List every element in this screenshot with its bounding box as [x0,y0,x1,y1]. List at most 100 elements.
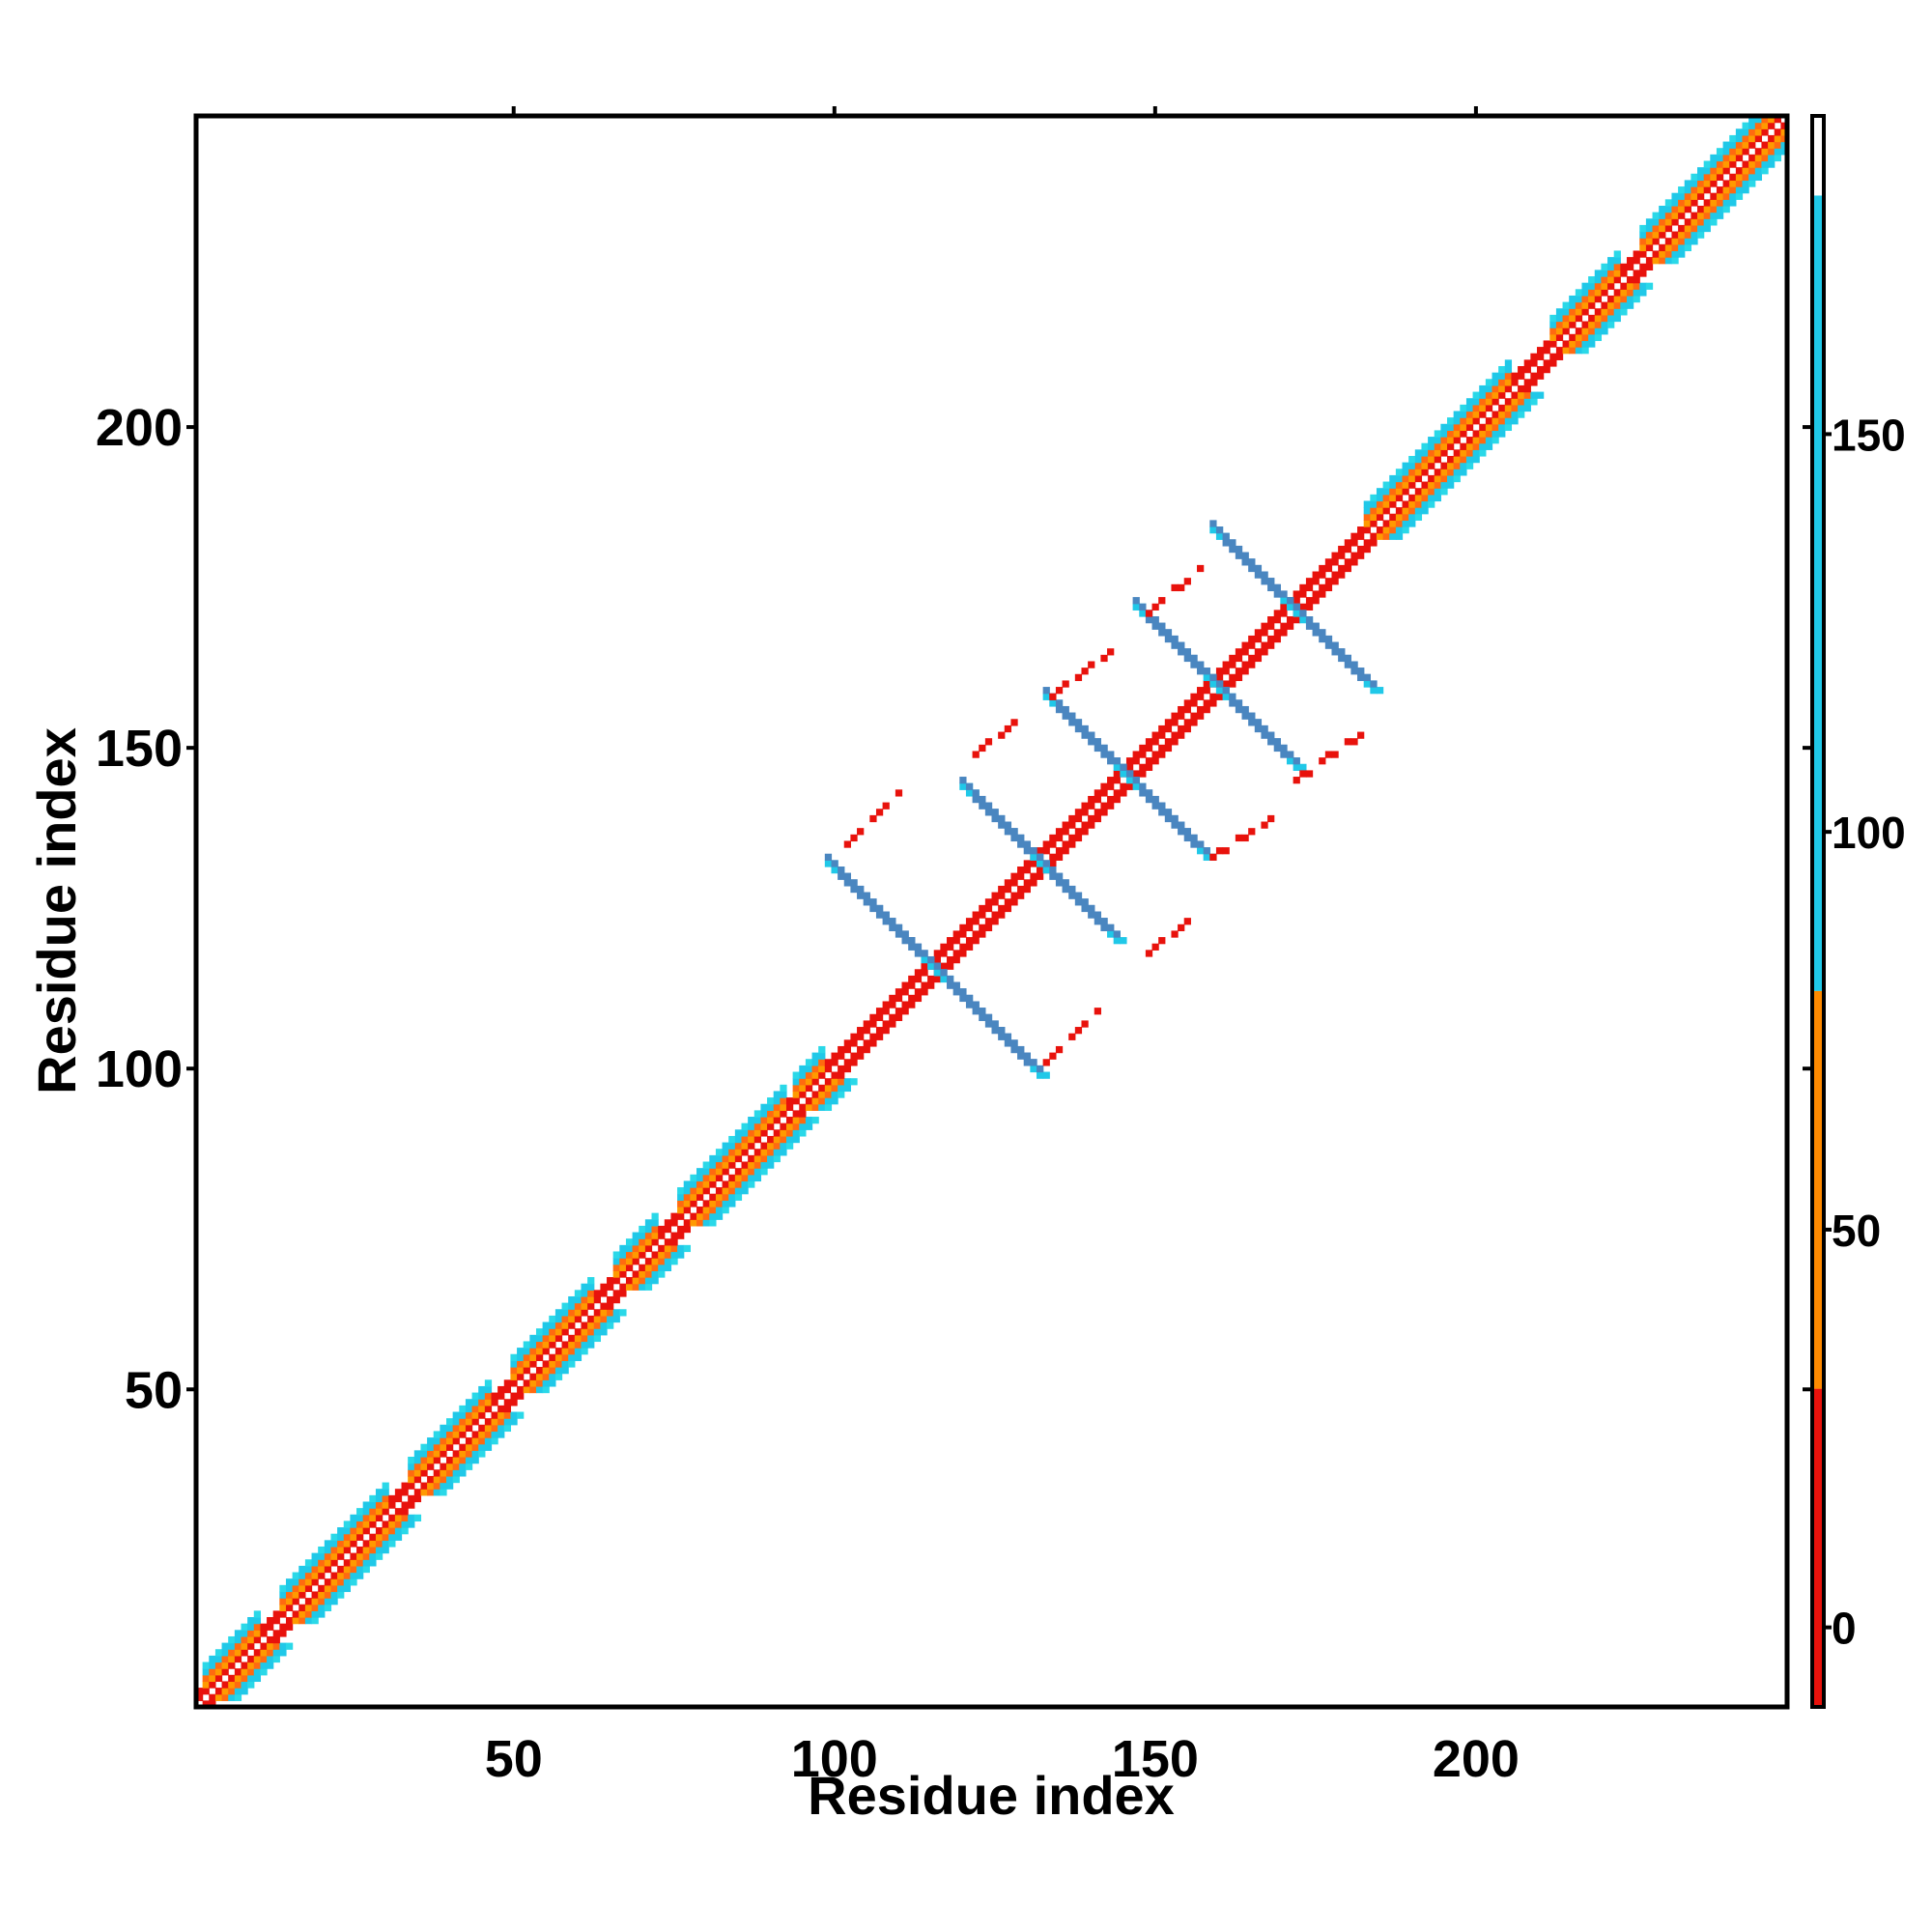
diagonal-cell [696,1180,704,1188]
diagonal-cell [517,1392,525,1400]
diagonal-cell [382,1546,389,1554]
diagonal-cell [471,1450,479,1458]
diagonal-cell [1722,192,1730,200]
diagonal-cell [1684,180,1691,187]
diagonal-cell [914,975,923,983]
strand-cell [863,892,870,899]
diagonal-cell [209,1674,216,1683]
strand-cell [959,777,967,784]
diagonal-cell [600,1302,608,1310]
strand-cell [1081,898,1089,906]
strand-cell [1286,597,1294,605]
diagonal-cell [1434,455,1441,464]
strand-cell [1010,1045,1018,1054]
diagonal-cell [382,1494,389,1503]
parallel-cell [857,828,865,836]
strand-cell [1229,693,1236,700]
strand-cell [984,802,993,810]
diagonal-cell [1479,437,1487,444]
strand-cell [1254,719,1263,726]
diagonal-cell [549,1341,556,1349]
diagonal-cell [234,1655,242,1663]
diagonal-cell [760,1129,768,1137]
diagonal-cell [459,1418,467,1426]
diagonal-cell [298,1584,306,1593]
diagonal-cell [1428,449,1435,457]
diagonal-cell [1703,212,1711,219]
strand-cell [1171,814,1179,823]
diagonal-cell [831,1097,838,1105]
diagonal-cell [593,1309,601,1317]
diagonal-cell [857,1027,865,1035]
diagonal-cell [1543,347,1550,355]
diagonal-cell [1408,494,1416,502]
diagonal-cell [510,1418,518,1426]
diagonal-cell [1742,173,1749,182]
diagonal-cell [362,1552,370,1560]
strand-cell [1107,930,1115,938]
strand-cell [933,969,941,977]
diagonal-cell [241,1649,248,1657]
diagonal-cell [1324,583,1333,592]
diagonal-cell [1575,308,1583,316]
diagonal-cell [1710,167,1718,175]
diagonal-cell [753,1174,762,1182]
strand-cell [998,1027,1006,1035]
diagonal-cell [991,892,999,899]
diagonal-cell [1588,321,1596,328]
diagonal-cell [446,1475,454,1484]
diagonal-cell [1588,301,1596,309]
strand-cell [1010,834,1018,842]
diagonal-cell [799,1122,807,1130]
strand-cell [1280,751,1288,758]
strand-cell [901,930,909,938]
diagonal-cell [1511,379,1519,386]
diagonal-cell [722,1180,729,1188]
diagonal-cell [568,1353,576,1361]
diagonal-cell [241,1668,248,1676]
diagonal-cell [658,1232,666,1239]
diagonal-cell [1299,590,1307,598]
diagonal-cell [1055,847,1064,855]
diagonal-cell [619,1283,627,1291]
diagonal-cell [1209,693,1217,700]
strand-cell [843,872,851,880]
diagonal-cell [702,1161,710,1169]
diagonal-cell [696,1212,704,1220]
diagonal-cell [1697,218,1705,226]
diagonal-cell [715,1149,724,1156]
diagonal-cell [446,1469,454,1477]
diagonal-cell [350,1540,357,1548]
diagonal-cell [773,1097,781,1105]
diagonal-cell [1042,840,1050,848]
diagonal-cell [1729,148,1737,156]
diagonal-cell [1350,539,1358,547]
diagonal-cell [838,1052,845,1060]
diagonal-cell [535,1379,544,1387]
diagonal-cell [780,1129,787,1137]
diagonal-cell [1613,308,1621,316]
diagonal-cell [247,1674,255,1683]
diagonal-cell [1511,391,1519,399]
diagonal-cell [664,1219,672,1227]
diagonal-cell [272,1617,280,1625]
diagonal-cell [272,1649,280,1657]
diagonal-cell [1447,437,1455,444]
diagonal-cell [420,1482,428,1490]
diagonal-cell [241,1688,248,1695]
strand-cell [1319,629,1326,637]
diagonal-cell [433,1469,440,1477]
diagonal-cell [1139,744,1147,753]
diagonal-cell [1716,186,1724,194]
diagonal-cell [1652,212,1660,219]
diagonal-cell [1447,462,1455,469]
diagonal-cell [1492,372,1499,380]
diagonal-cell [889,994,896,1003]
diagonal-cell [1376,507,1384,515]
diagonal-cell [1203,705,1210,714]
diagonal-cell [805,1122,813,1130]
diagonal-cell [196,1693,204,1701]
diagonal-cell [1395,532,1404,540]
diagonal-cell [1569,295,1577,303]
strand-cell [908,943,916,951]
